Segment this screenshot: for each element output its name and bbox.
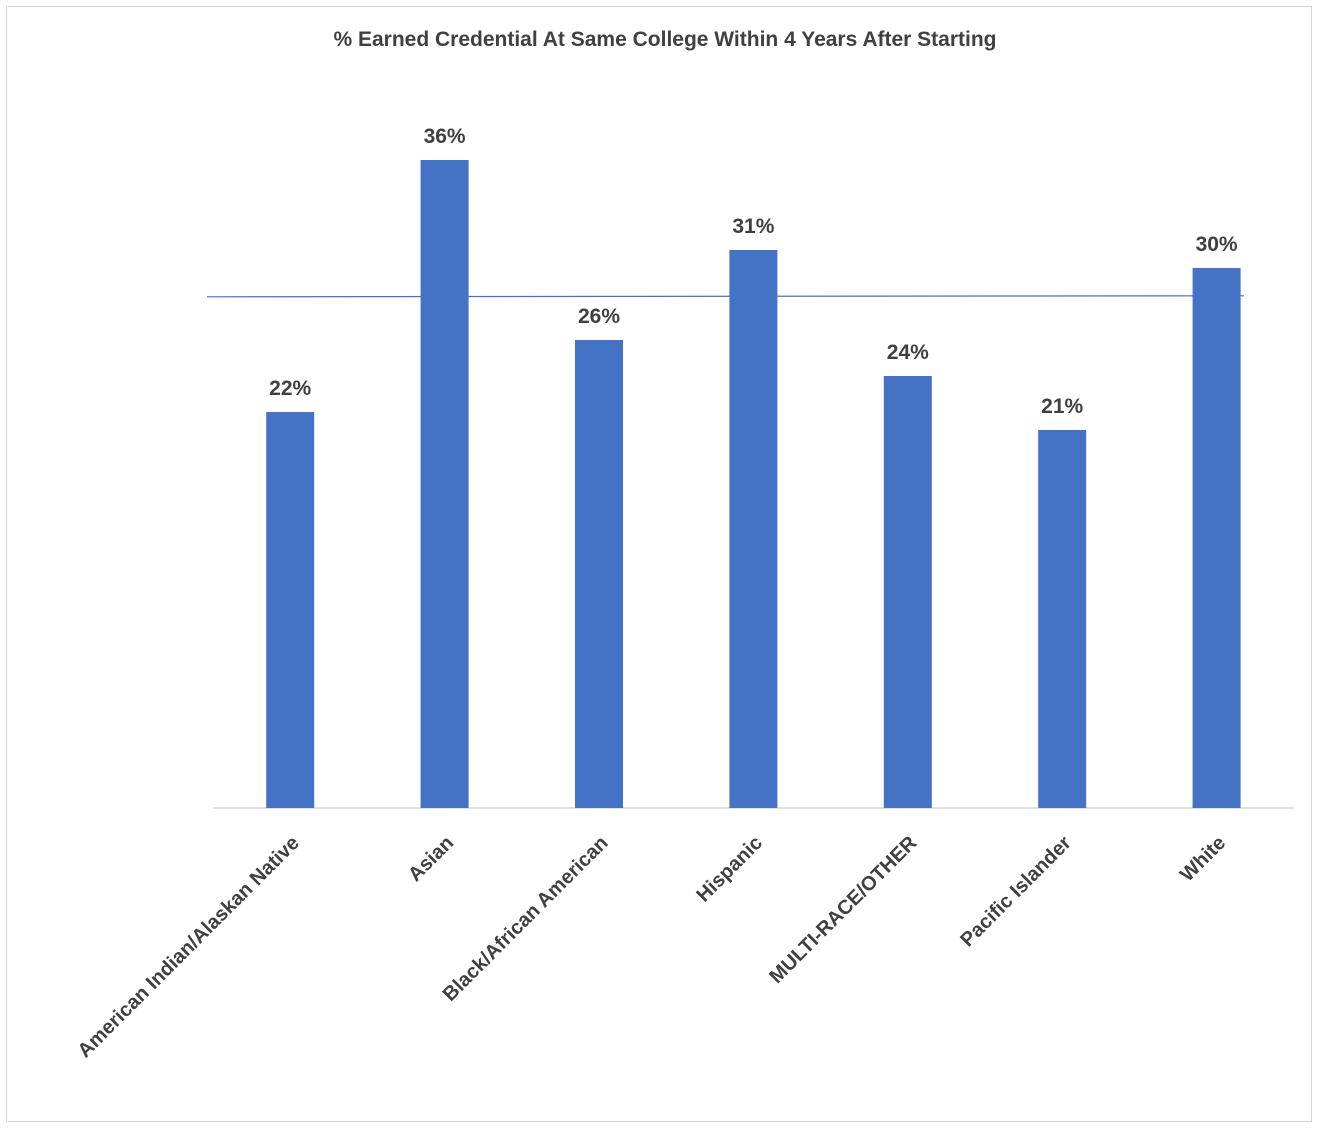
data-label: 24% <box>887 341 929 364</box>
x-tick-label: Black/African American <box>439 832 613 1006</box>
data-label: 26% <box>578 305 620 328</box>
x-tick-label: Asian <box>404 832 458 886</box>
data-label: 31% <box>732 215 774 238</box>
bar <box>1038 430 1087 808</box>
bar <box>266 412 315 808</box>
data-label: 36% <box>424 125 466 148</box>
x-tick-label: White <box>1176 832 1230 886</box>
bar <box>575 340 623 808</box>
data-label: 21% <box>1041 395 1083 418</box>
bar <box>1192 268 1241 808</box>
chart-title: % Earned Credential At Same College With… <box>333 28 997 51</box>
x-tick-label: Hispanic <box>692 832 767 907</box>
x-tick-label: MULTI-RACE/OTHER <box>765 832 921 988</box>
bar <box>420 160 469 808</box>
bar <box>729 250 778 808</box>
x-tick-label: Pacific Islander <box>956 832 1075 951</box>
reference-line <box>206 295 1245 298</box>
data-label: 22% <box>269 377 311 400</box>
bar <box>883 376 932 808</box>
x-tick-label: American Indian/Alaskan Native <box>74 832 304 1062</box>
chart-frame <box>6 6 1312 1122</box>
data-label: 30% <box>1196 233 1238 256</box>
